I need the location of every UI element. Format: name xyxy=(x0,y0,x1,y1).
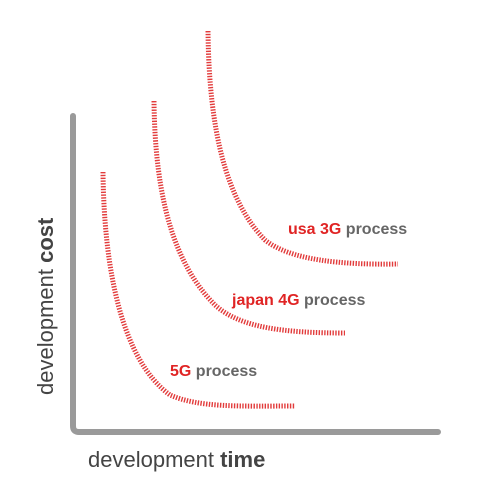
series-label-5g: 5G process xyxy=(170,363,257,380)
curve-japan-4g xyxy=(151,100,346,336)
series-label-usa-3g: usa 3G process xyxy=(288,221,407,238)
x-axis-label: development time xyxy=(88,447,265,472)
curve-usa-3g xyxy=(205,30,399,267)
curve-5g xyxy=(100,171,296,409)
y-axis-label: development cost xyxy=(33,217,58,395)
axes xyxy=(70,113,441,435)
series-label-japan-4g: japan 4G process xyxy=(231,292,365,309)
